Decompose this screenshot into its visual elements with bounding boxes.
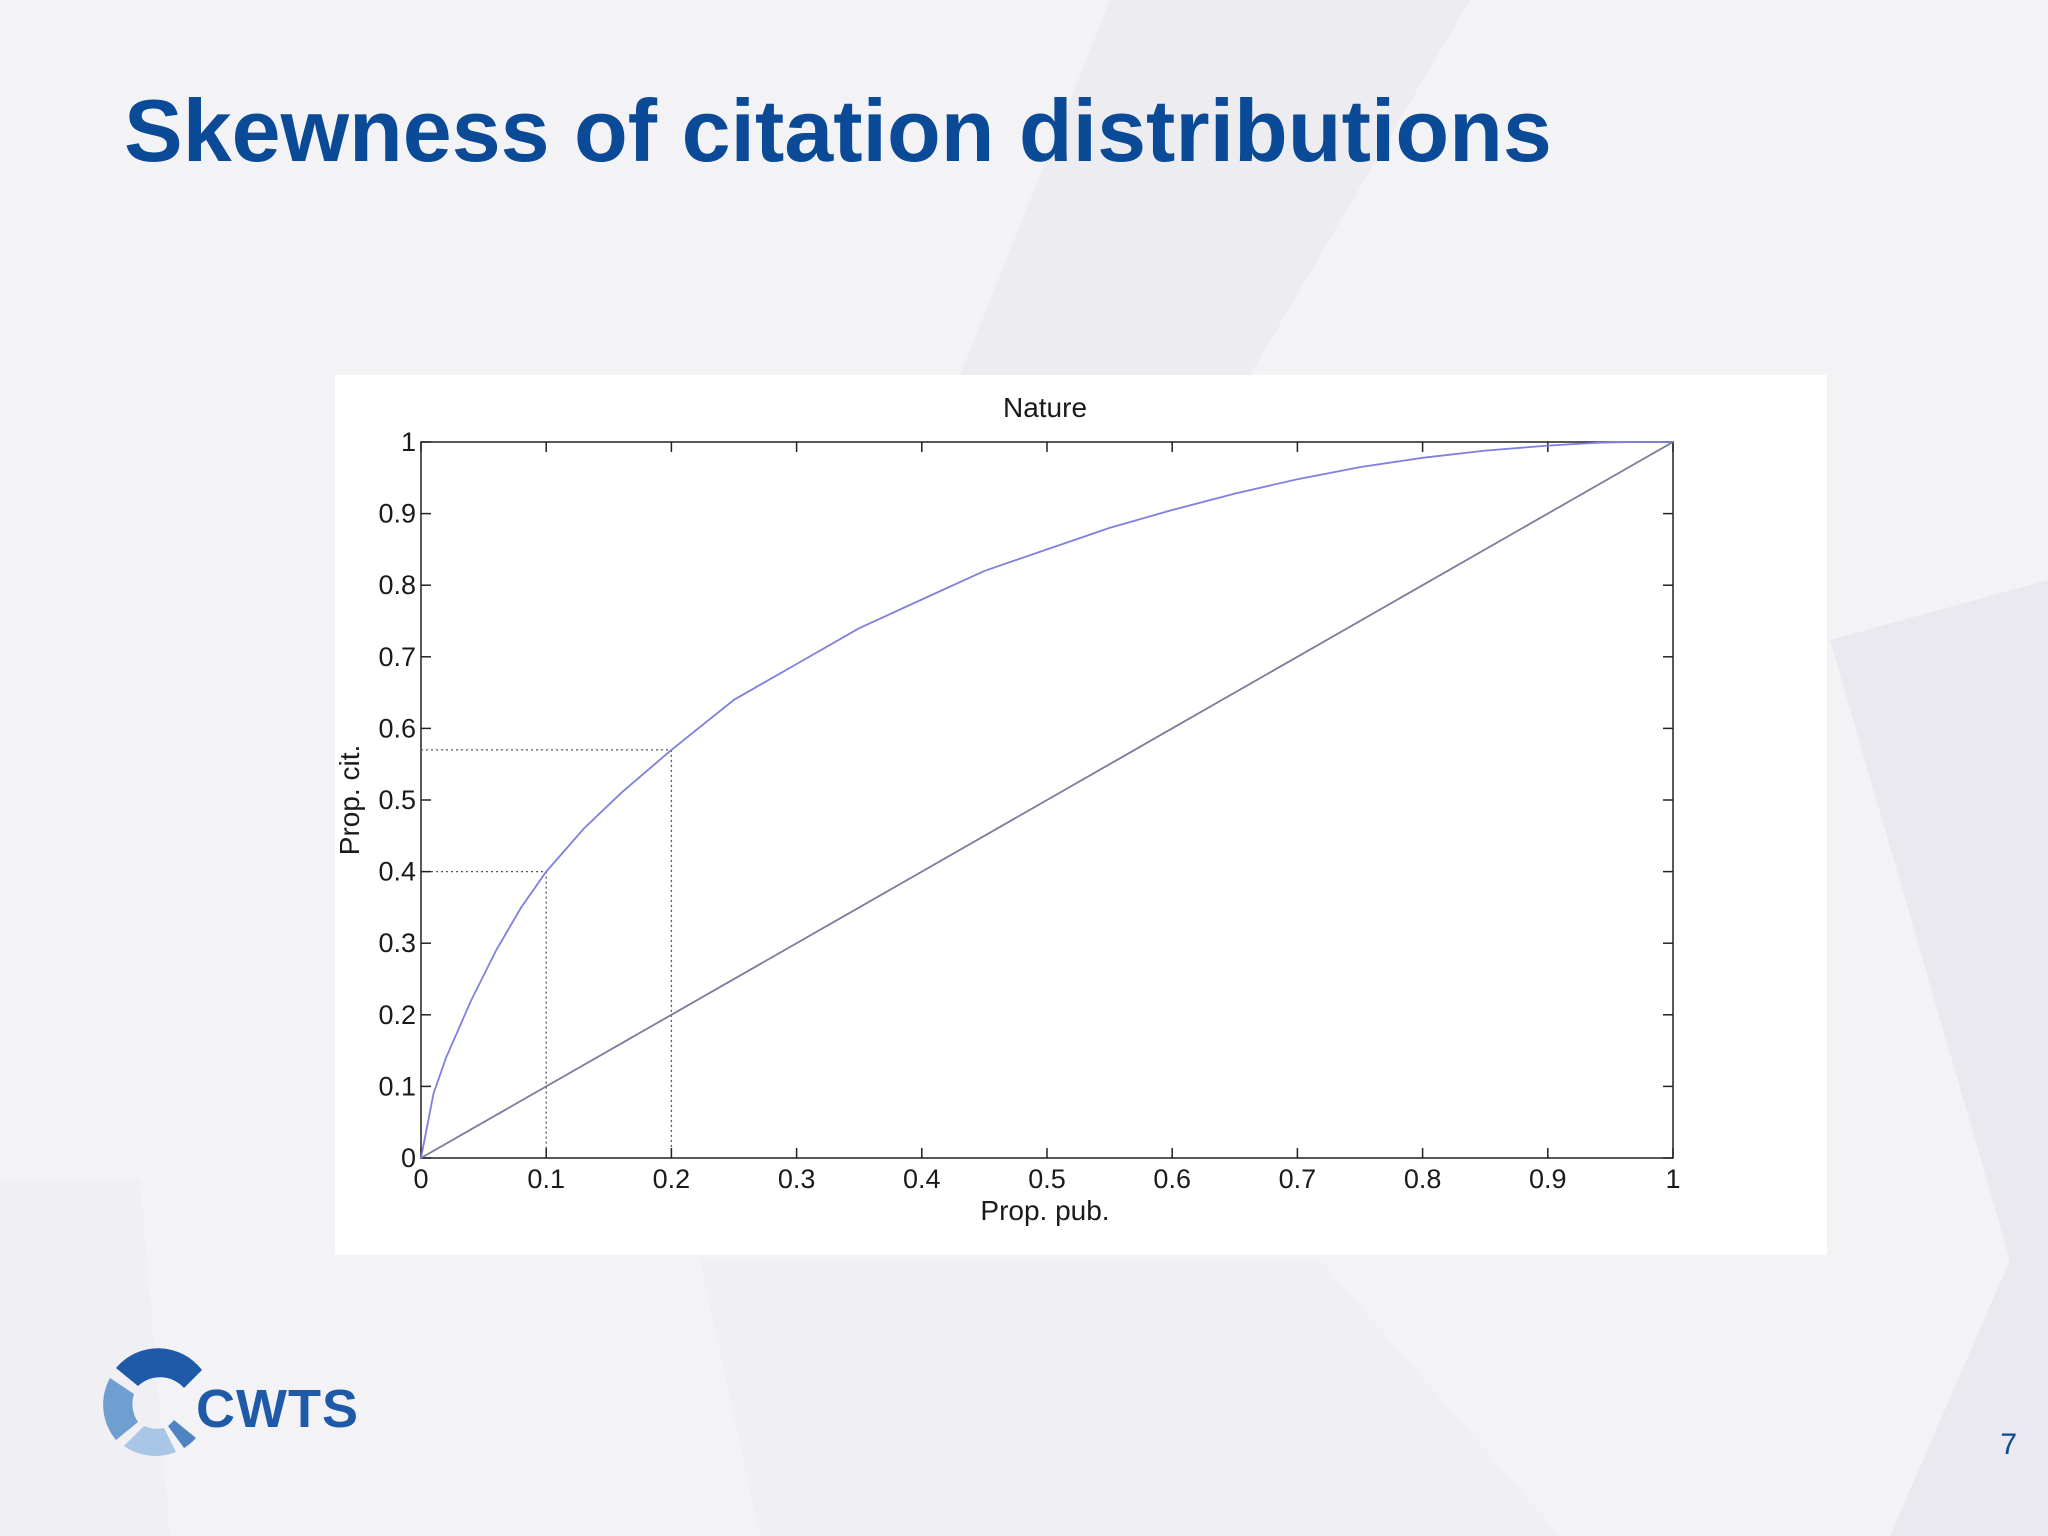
y-tick-label: 0.8	[378, 570, 416, 600]
x-tick-label: 0.1	[527, 1164, 565, 1194]
y-tick-label: 0.1	[378, 1071, 416, 1101]
y-tick-label: 0.4	[378, 857, 416, 887]
logo-arc-left	[103, 1378, 138, 1440]
y-tick-label: 0.9	[378, 499, 416, 529]
x-tick-label: 0.9	[1529, 1164, 1567, 1194]
x-tick-label: 0	[413, 1164, 428, 1194]
x-tick-label: 0.7	[1279, 1164, 1317, 1194]
citation-chart: Nature 0 0.1 0.2 0.3 0.4 0.5 0.6 0.7 0.8 0.9 1 0 0.1…	[335, 392, 1681, 1226]
x-tick-label: 0.6	[1153, 1164, 1191, 1194]
background-shape	[700, 1260, 1560, 1536]
chart-title: Nature	[1003, 392, 1087, 423]
logo-arc-bottom	[124, 1426, 176, 1456]
x-axis-label: Prop. pub.	[980, 1195, 1109, 1226]
y-tick-label: 1	[401, 427, 416, 457]
y-tick-label: 0.5	[378, 785, 416, 815]
y-tick-label: 0.6	[378, 713, 416, 743]
cwts-logo-mark	[103, 1348, 202, 1456]
cwts-logo-text: CWTS	[196, 1379, 359, 1439]
x-tick-label: 0.8	[1404, 1164, 1442, 1194]
x-tick-label: 0.2	[653, 1164, 691, 1194]
x-tick-label: 1	[1665, 1164, 1680, 1194]
slide-title: Skewness of citation distributions	[124, 81, 1552, 180]
background-shape	[960, 0, 1470, 375]
x-tick-label: 0.5	[1028, 1164, 1066, 1194]
x-tick-label: 0.3	[778, 1164, 816, 1194]
x-tick-label: 0.4	[903, 1164, 941, 1194]
y-tick-label: 0	[401, 1143, 416, 1173]
page-number: 7	[2000, 1428, 2017, 1461]
background-shape	[1830, 580, 2048, 1536]
y-axis-label: Prop. cit.	[335, 745, 365, 855]
logo-arc-right	[168, 1420, 196, 1448]
series-line-citation-curve	[420, 441, 1673, 1159]
logo-arc-top	[116, 1348, 202, 1388]
series-line-equality-diagonal	[420, 441, 1674, 1159]
y-tick-label: 0.7	[378, 642, 416, 672]
y-tick-label: 0.3	[378, 928, 416, 958]
chart-panel: Nature 0 0.1 0.2 0.3 0.4 0.5 0.6 0.7 0.8 0.9 1 0 0.1…	[335, 375, 1827, 1255]
y-tick-label: 0.2	[378, 1000, 416, 1030]
